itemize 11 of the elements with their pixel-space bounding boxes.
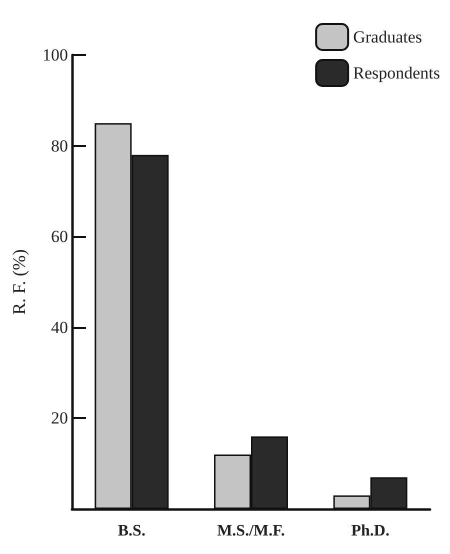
x-tick-label: Ph.D. bbox=[351, 522, 390, 540]
y-tick-label: 40 bbox=[51, 318, 68, 337]
y-axis-title: R. F. (%) bbox=[9, 249, 29, 315]
y-tick-label: 20 bbox=[51, 408, 68, 428]
legend-label: Respondents bbox=[353, 64, 440, 82]
x-tick-label: M.S./M.F. bbox=[217, 522, 285, 540]
legend-label: Graduates bbox=[353, 28, 422, 46]
y-tick-label: 100 bbox=[42, 46, 68, 64]
x-tick-label: B.S. bbox=[118, 522, 146, 540]
y-tick-label: 60 bbox=[51, 227, 68, 246]
y-tick-label: 80 bbox=[51, 136, 68, 156]
